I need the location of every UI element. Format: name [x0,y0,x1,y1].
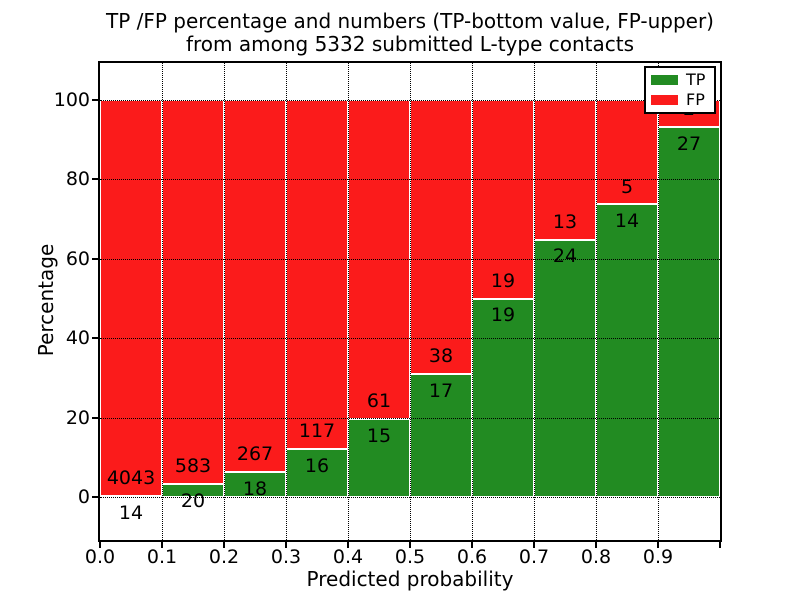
chart-title-line2: from among 5332 submitted L-type contact… [185,32,635,56]
x-tick-mark [719,542,721,548]
x-tick-label: 0.0 [84,546,116,568]
legend-row-tp: TP [651,72,709,88]
bar-tp-count-label: 20 [180,489,206,512]
y-tick-mark [92,416,98,419]
bar-fp-count-label: 61 [366,389,392,412]
horizontal-gridline [100,258,720,260]
bar-tp-segment [534,239,596,497]
x-tick-label: 0.3 [270,546,302,568]
x-tick-label: 0.6 [456,546,488,568]
fp-color-swatch-icon [651,94,678,105]
y-axis-label: Percentage [34,243,58,357]
x-tick-label: 0.9 [642,546,674,568]
x-tick-label: 0.8 [580,546,612,568]
bar-tp-count-label: 24 [552,245,578,268]
x-tick-mark [285,542,287,548]
y-tick-mark [92,257,98,260]
bar-fp-segment [286,100,348,450]
x-tick-mark [409,542,411,548]
vertical-gridline [658,63,659,540]
x-tick-mark [533,542,535,548]
x-tick-mark [657,542,659,548]
bar-fp-count-label: 5 [620,175,634,198]
bar-tp-count-label: 18 [242,477,268,500]
bar-tp-segment [472,298,534,497]
bar-tp-segment [224,471,286,497]
bar-fp-count-label: 117 [298,420,336,443]
bar-tp-segment [658,127,720,497]
bar-fp-count-label: 13 [552,210,578,233]
bar-tp-count-label: 19 [490,304,516,327]
y-tick-mark [92,496,98,498]
y-tick-mark [92,99,98,101]
bar-tp-count-label: 27 [676,133,702,156]
y-tick-label: 20 [65,406,90,429]
legend-label-fp: FP [686,89,705,109]
bar-tp-count-label: 17 [428,380,454,403]
bar-fp-segment [100,100,162,496]
bar-fp-segment [596,100,658,205]
y-tick-mark [92,178,98,181]
bar-tp-count-label: 15 [366,424,392,447]
horizontal-gridline [100,179,720,181]
legend-label-tp: TP [686,70,706,90]
y-tick-label: 40 [65,327,90,350]
x-tick-label: 0.4 [332,546,364,568]
vertical-gridline [286,63,287,540]
bar-fp-count-label: 38 [428,345,454,368]
x-tick-label: 0.2 [208,546,240,568]
vertical-gridline [596,63,597,540]
horizontal-gridline [100,497,720,498]
tp-color-swatch-icon [651,75,678,86]
y-tick-label: 100 [53,89,90,111]
vertical-gridline [410,63,411,540]
vertical-gridline [162,63,163,540]
y-tick-label: 80 [65,168,90,191]
x-axis-label: Predicted probability [306,567,514,591]
bar-fp-segment [162,100,224,484]
x-tick-label: 0.1 [146,546,178,568]
x-tick-mark [471,542,473,548]
x-tick-mark [347,542,349,548]
horizontal-gridline [100,100,720,101]
y-tick-label: 60 [65,247,90,270]
vertical-gridline [348,63,349,540]
chart-title-line1: TP /FP percentage and numbers (TP-bottom… [106,9,714,33]
bar-fp-count-label: 267 [236,443,274,465]
legend: TP FP [644,66,716,114]
bar-tp-count-label: 14 [118,501,144,524]
vertical-gridline [534,63,535,540]
bar-tp-segment [596,204,658,497]
horizontal-gridline [100,338,720,340]
bar-fp-count-label: 19 [490,269,516,292]
x-tick-mark [161,542,163,548]
horizontal-gridline [100,417,720,419]
bar-fp-segment [224,100,286,472]
bar-tp-count-label: 14 [614,210,640,233]
plot-area: 4043 14 583 20 267 18 117 16 61 15 38 17 19 19 13 24 5 14… [92,61,722,548]
chart-title: TP /FP percentage and numbers (TP-bottom… [100,10,720,56]
bar-fp-segment [410,100,472,375]
vertical-gridline [472,63,473,540]
y-tick-label: 0 [77,486,90,508]
x-tick-mark [223,542,225,548]
legend-row-fp: FP [651,89,709,109]
x-tick-label: 0.7 [518,546,550,568]
bar-fp-count-label: 583 [174,454,212,477]
bar-tp-segment [286,449,348,497]
bar-tp-count-label: 16 [304,455,330,478]
x-tick-mark [595,542,597,548]
x-tick-label: 0.5 [394,546,426,568]
y-tick-mark [92,337,98,340]
x-tick-mark [99,542,101,548]
vertical-gridline [224,63,225,540]
bar-fp-count-label: 4043 [106,466,156,489]
